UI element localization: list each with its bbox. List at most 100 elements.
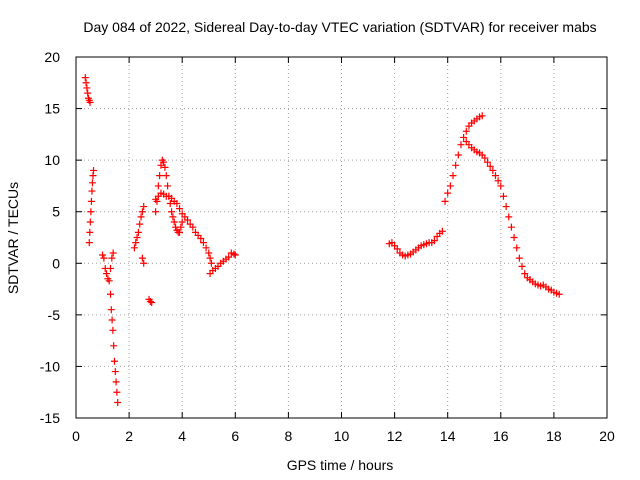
data-point <box>205 249 213 257</box>
y-tick-label: 15 <box>44 101 60 117</box>
data-point <box>207 259 215 267</box>
data-point <box>176 205 184 213</box>
data-point <box>518 262 526 270</box>
data-point <box>478 112 486 120</box>
data-point <box>178 218 186 226</box>
data-point <box>454 151 462 159</box>
series-seg10 <box>206 249 239 278</box>
series-seg4 <box>107 290 122 407</box>
data-point <box>138 254 146 262</box>
data-point <box>521 270 529 278</box>
data-point <box>148 298 156 306</box>
y-tick-label: -15 <box>40 410 60 426</box>
x-axis-label: GPS time / hours <box>287 457 394 473</box>
series-seg5 <box>130 203 148 252</box>
data-point <box>81 74 89 82</box>
data-point <box>83 84 91 92</box>
y-tick-label: 20 <box>44 49 60 65</box>
data-point <box>206 254 214 262</box>
data-point <box>446 182 454 190</box>
x-tick-label: 10 <box>334 428 350 444</box>
data-point <box>231 251 239 259</box>
data-point <box>138 208 146 216</box>
data-points <box>81 74 563 407</box>
data-point <box>114 399 122 407</box>
data-point <box>166 199 174 207</box>
y-axis-label: SDTVAR / TECUs <box>5 182 21 294</box>
data-point <box>481 154 489 162</box>
data-point <box>197 235 205 243</box>
series-seg2 <box>85 166 98 247</box>
data-point <box>112 378 120 386</box>
data-point <box>113 388 121 396</box>
data-point <box>449 172 457 180</box>
data-point <box>146 297 154 305</box>
data-point <box>430 237 438 245</box>
data-point <box>110 357 118 365</box>
data-point <box>505 213 513 221</box>
data-point <box>105 277 113 285</box>
data-point <box>161 163 169 171</box>
y-tick-label: 5 <box>52 204 60 220</box>
data-point <box>86 228 94 236</box>
x-tick-label: 18 <box>546 428 562 444</box>
data-point <box>444 189 452 197</box>
x-tick-label: 2 <box>125 428 133 444</box>
data-point <box>108 316 116 324</box>
data-point <box>133 234 141 241</box>
data-point <box>100 254 108 262</box>
data-point <box>107 306 115 314</box>
data-point <box>88 179 96 187</box>
data-point <box>202 244 210 252</box>
x-tick-label: 14 <box>440 428 456 444</box>
y-tick-label: 0 <box>52 255 60 271</box>
data-point <box>462 127 470 135</box>
data-point <box>140 203 148 211</box>
x-tick-label: 0 <box>72 428 80 444</box>
data-point <box>393 245 401 253</box>
data-point <box>555 290 563 298</box>
x-tick-label: 8 <box>285 428 293 444</box>
series-seg14 <box>526 276 563 298</box>
series-seg6 <box>138 254 148 267</box>
data-point <box>88 187 96 195</box>
data-point <box>169 213 177 221</box>
data-point <box>441 197 449 205</box>
data-point <box>107 290 115 298</box>
data-point <box>108 254 116 262</box>
y-tick-label: -5 <box>48 307 61 323</box>
series-seg8 <box>152 156 186 236</box>
tick-labels: 0 2 4 6 8 10 12 14 16 18 20 -15 -10 -5 0 5 10 15 20 <box>40 49 615 444</box>
data-point <box>154 182 162 190</box>
series-seg1 <box>81 74 94 106</box>
data-point <box>162 172 170 180</box>
x-tick-label: 20 <box>599 428 615 444</box>
data-point <box>90 166 98 174</box>
data-point <box>452 161 460 169</box>
data-point <box>156 172 164 180</box>
data-point <box>103 270 111 278</box>
data-point <box>457 141 465 149</box>
data-point <box>164 182 172 190</box>
data-point <box>87 197 95 205</box>
data-point <box>494 177 502 185</box>
data-point <box>510 234 518 241</box>
y-tick-label: -10 <box>40 358 60 374</box>
data-point <box>438 227 446 235</box>
data-point <box>170 218 178 226</box>
series-seg9 <box>152 189 215 267</box>
data-point <box>109 249 117 257</box>
data-point <box>137 213 145 221</box>
data-point <box>184 216 192 224</box>
x-tick-label: 6 <box>231 428 239 444</box>
data-point <box>86 98 94 106</box>
data-point <box>230 250 238 258</box>
data-point <box>140 259 148 267</box>
data-point <box>107 264 115 272</box>
data-point <box>84 89 92 97</box>
data-point <box>134 228 142 236</box>
x-tick-label: 16 <box>493 428 509 444</box>
data-point <box>484 158 492 166</box>
data-point <box>513 244 521 252</box>
